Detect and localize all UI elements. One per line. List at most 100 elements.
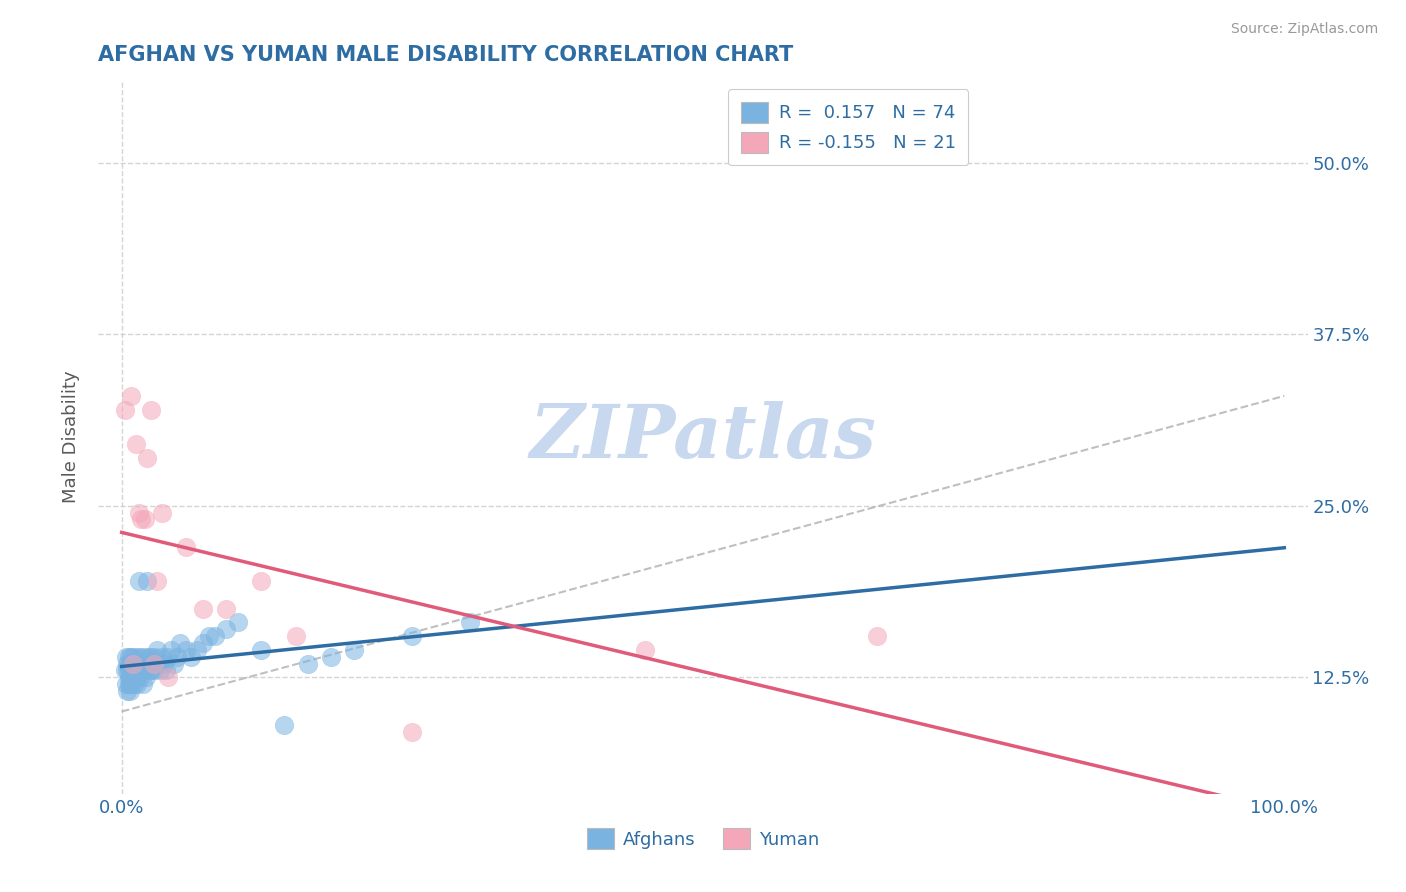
- Y-axis label: Male Disability: Male Disability: [62, 371, 80, 503]
- Point: [128, 574, 150, 589]
- Point: [204, 629, 226, 643]
- Point: [118, 677, 141, 691]
- Point: [139, 402, 162, 417]
- Point: [120, 389, 142, 403]
- Point: [136, 450, 159, 465]
- Point: [134, 512, 156, 526]
- Point: [117, 664, 139, 678]
- Point: [131, 664, 153, 678]
- Point: [152, 657, 174, 671]
- Point: [115, 649, 138, 664]
- Point: [128, 664, 150, 678]
- Point: [139, 664, 162, 678]
- Point: [129, 649, 152, 664]
- Point: [124, 670, 146, 684]
- Point: [149, 664, 172, 678]
- Point: [125, 649, 148, 664]
- Point: [215, 601, 238, 615]
- Point: [124, 657, 146, 671]
- Point: [143, 664, 166, 678]
- Point: [401, 725, 423, 739]
- Point: [122, 664, 145, 678]
- Point: [120, 664, 142, 678]
- Point: [118, 664, 141, 678]
- Point: [273, 718, 295, 732]
- Point: [145, 574, 167, 589]
- Point: [124, 677, 146, 691]
- Point: [131, 512, 153, 526]
- Text: ZIPatlas: ZIPatlas: [530, 401, 876, 474]
- Point: [118, 670, 141, 684]
- Point: [114, 664, 136, 678]
- Point: [226, 615, 249, 630]
- Point: [128, 506, 150, 520]
- Point: [157, 649, 180, 664]
- Point: [118, 684, 141, 698]
- Point: [169, 636, 191, 650]
- Point: [150, 506, 173, 520]
- Point: [186, 642, 208, 657]
- Point: [132, 649, 155, 664]
- Point: [115, 677, 138, 691]
- Point: [120, 649, 142, 664]
- Point: [124, 437, 146, 451]
- Point: [139, 649, 162, 664]
- Point: [163, 657, 186, 671]
- Point: [155, 664, 177, 678]
- Point: [634, 642, 657, 657]
- Point: [319, 649, 342, 664]
- Point: [117, 657, 139, 671]
- Point: [132, 664, 155, 678]
- Point: [157, 670, 180, 684]
- Point: [134, 657, 156, 671]
- Point: [343, 642, 366, 657]
- Point: [118, 677, 141, 691]
- Point: [866, 629, 889, 643]
- Text: AFGHAN VS YUMAN MALE DISABILITY CORRELATION CHART: AFGHAN VS YUMAN MALE DISABILITY CORRELAT…: [98, 45, 793, 65]
- Point: [145, 642, 167, 657]
- Point: [131, 657, 153, 671]
- Point: [250, 642, 273, 657]
- Point: [122, 657, 145, 671]
- Point: [460, 615, 482, 630]
- Point: [136, 574, 159, 589]
- Point: [120, 677, 142, 691]
- Point: [285, 629, 308, 643]
- Point: [138, 664, 160, 678]
- Point: [148, 657, 170, 671]
- Point: [215, 622, 238, 636]
- Point: [174, 540, 197, 554]
- Point: [198, 629, 221, 643]
- Point: [138, 649, 160, 664]
- Point: [121, 657, 143, 671]
- Point: [180, 649, 202, 664]
- Legend: Afghans, Yuman: Afghans, Yuman: [579, 821, 827, 856]
- Point: [191, 636, 214, 650]
- Point: [127, 657, 149, 671]
- Point: [131, 677, 153, 691]
- Point: [122, 670, 145, 684]
- Point: [125, 677, 148, 691]
- Point: [143, 657, 166, 671]
- Point: [297, 657, 319, 671]
- Point: [145, 649, 167, 664]
- Point: [118, 657, 141, 671]
- Point: [117, 684, 139, 698]
- Point: [122, 649, 145, 664]
- Point: [401, 629, 423, 643]
- Point: [129, 670, 152, 684]
- Point: [166, 649, 188, 664]
- Point: [174, 642, 197, 657]
- Point: [118, 670, 141, 684]
- Text: Source: ZipAtlas.com: Source: ZipAtlas.com: [1230, 22, 1378, 37]
- Point: [121, 670, 143, 684]
- Point: [191, 601, 214, 615]
- Point: [250, 574, 273, 589]
- Point: [118, 649, 141, 664]
- Point: [150, 649, 173, 664]
- Point: [124, 664, 146, 678]
- Point: [159, 642, 181, 657]
- Point: [135, 670, 157, 684]
- Point: [114, 402, 136, 417]
- Point: [141, 657, 163, 671]
